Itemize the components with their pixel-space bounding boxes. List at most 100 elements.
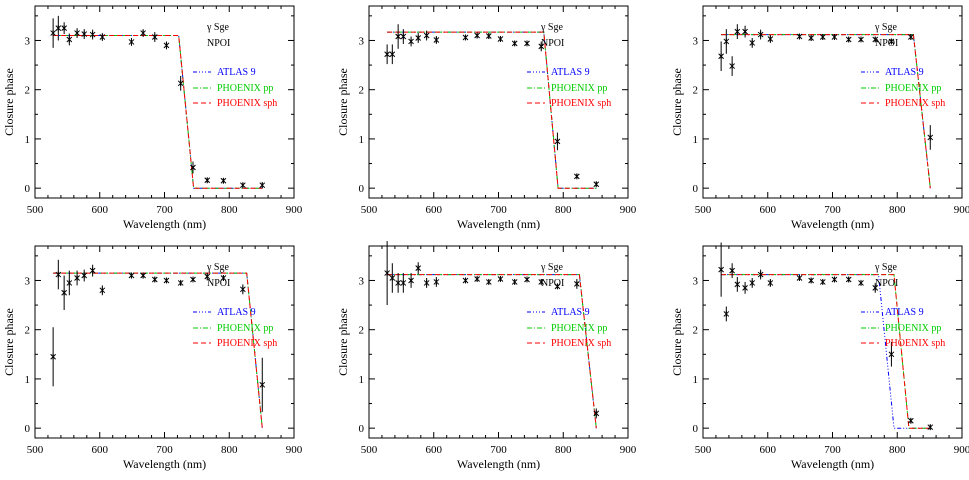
x-tick-label: 500 — [695, 444, 712, 456]
data-point — [81, 272, 88, 279]
legend-entry: ATLAS 9 — [885, 67, 924, 78]
model-line-phoenix-sph — [53, 272, 263, 429]
x-axis-label: Wavelength (nm) — [457, 217, 540, 231]
data-point — [872, 36, 879, 43]
x-axis-label: Wavelength (nm) — [791, 457, 874, 471]
model-line-atlas9 — [53, 272, 263, 429]
model-line-phoenix-sph — [387, 274, 597, 429]
model-line-atlas9 — [53, 35, 263, 189]
data-point — [462, 277, 469, 284]
model-line-phoenix-pp — [387, 274, 597, 429]
data-point — [538, 278, 545, 285]
x-tick-label: 700 — [156, 204, 173, 216]
x-axis-label: Wavelength (nm) — [457, 457, 540, 471]
annotation-star: γ Sge — [540, 262, 563, 273]
data-point — [718, 53, 724, 60]
data-point — [462, 34, 469, 41]
y-tick-label: 2 — [693, 325, 699, 337]
y-axis-label: Closure phase — [2, 308, 16, 376]
data-point — [734, 281, 741, 288]
model-line-phoenix-pp — [53, 35, 263, 189]
model-line-atlas9 — [387, 274, 597, 429]
data-point — [400, 33, 407, 40]
y-tick-label: 1 — [693, 134, 699, 146]
data-point — [66, 279, 73, 286]
annotation-star: γ Sge — [874, 262, 897, 273]
data-point — [89, 267, 96, 274]
x-tick-label: 900 — [620, 444, 637, 456]
y-tick-label: 2 — [25, 325, 31, 337]
data-point — [858, 279, 864, 286]
chart-panel-2: 500 600 700 800 900 0 1 2 3 Wavelength (nm) Closur… — [336, 5, 637, 231]
data-point — [831, 276, 838, 283]
y-tick-label: 3 — [359, 35, 365, 47]
legend-entry: PHOENIX sph — [217, 338, 277, 349]
data-point — [808, 277, 814, 284]
legend-entry: ATLAS 9 — [551, 67, 590, 78]
data-point — [524, 276, 530, 283]
data-point — [497, 35, 504, 42]
y-tick-label: 0 — [25, 183, 31, 195]
y-tick-label: 0 — [693, 183, 699, 195]
data-point — [151, 34, 158, 41]
data-point — [554, 283, 561, 290]
annotation-instrument: NPOI — [875, 38, 898, 49]
data-point — [99, 287, 106, 294]
x-tick-label: 600 — [426, 204, 443, 216]
data-point — [573, 173, 580, 180]
data-point — [524, 40, 530, 47]
legend-entry: PHOENIX pp — [551, 323, 607, 334]
y-tick-label: 1 — [25, 374, 31, 386]
data-point — [757, 31, 764, 38]
data-point — [485, 33, 492, 40]
data-point — [858, 36, 864, 43]
model-line-atlas9 — [387, 31, 597, 189]
annotation-star: γ Sge — [206, 262, 229, 273]
y-tick-label: 3 — [359, 275, 365, 287]
data-point — [163, 277, 170, 284]
chart-panel-4: 500 600 700 800 900 0 1 2 3 Wavelength (nm) Closur… — [2, 245, 303, 471]
x-tick-label: 600 — [760, 204, 777, 216]
data-point — [389, 51, 396, 58]
model-line-phoenix-sph — [387, 31, 597, 189]
x-tick-label: 800 — [555, 204, 572, 216]
x-tick-label: 900 — [286, 444, 303, 456]
data-point — [497, 275, 504, 282]
chart-panel-5: 500 600 700 800 900 0 1 2 3 Wavelength (nm) Closur… — [336, 241, 637, 471]
data-point — [259, 182, 266, 189]
legend-entry: PHOENIX sph — [217, 98, 277, 109]
legend-entry: PHOENIX pp — [217, 323, 273, 334]
x-tick-label: 500 — [695, 204, 712, 216]
data-point — [742, 284, 748, 291]
data-point — [177, 279, 184, 286]
legend-entry: PHOENIX sph — [551, 338, 611, 349]
x-tick-label: 900 — [954, 444, 969, 456]
legend-entry: PHOENIX sph — [885, 338, 945, 349]
data-point — [734, 28, 741, 35]
data-point — [239, 286, 246, 293]
legend-entry: PHOENIX pp — [217, 83, 273, 94]
annotation-star: γ Sge — [540, 22, 563, 33]
x-tick-label: 500 — [361, 204, 378, 216]
data-point — [423, 32, 430, 39]
data-point — [538, 43, 545, 50]
data-point — [384, 270, 390, 277]
model-line-phoenix-pp — [721, 34, 931, 189]
data-point — [927, 424, 934, 431]
data-point — [259, 381, 266, 388]
annotation-instrument: NPOI — [541, 38, 564, 49]
legend-entry: ATLAS 9 — [217, 67, 256, 78]
data-point — [395, 33, 401, 40]
x-tick-label: 900 — [954, 204, 969, 216]
data-point — [89, 31, 96, 38]
data-point — [55, 25, 62, 32]
model-line-phoenix-sph — [53, 35, 263, 189]
data-point — [511, 40, 518, 47]
data-point — [767, 279, 774, 286]
y-tick-label: 3 — [25, 35, 31, 47]
annotation-instrument: NPOI — [207, 278, 230, 289]
data-point — [554, 138, 561, 145]
model-line-phoenix-sph — [721, 34, 931, 189]
data-point — [742, 28, 748, 35]
